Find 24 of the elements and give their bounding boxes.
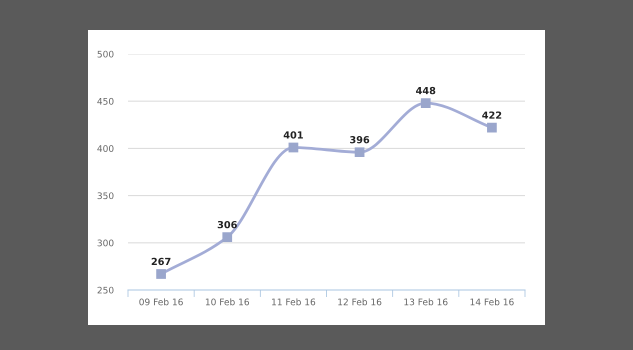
data-label: 401	[284, 131, 303, 139]
point	[156, 269, 166, 279]
data-label: 306	[218, 220, 237, 228]
point	[420, 98, 431, 108]
x-tick-label: 14 Feb 16	[470, 298, 514, 306]
x-tick-label: 09 Feb 16	[139, 298, 183, 306]
x-tick-label: 10 Feb 16	[206, 298, 250, 306]
data-label: 396	[350, 136, 370, 144]
point	[354, 147, 364, 158]
x-tick-label: 12 Feb 16	[338, 298, 382, 306]
y-tick-label: 300	[98, 240, 114, 246]
y-tick-label: 500	[98, 50, 114, 58]
x-tick-label: 13 Feb 16	[404, 298, 448, 306]
y-tick-label: 350	[98, 192, 114, 200]
data-label: 448	[416, 86, 436, 94]
y-tick-label: 450	[97, 98, 114, 105]
y-tick-label: 250	[98, 286, 114, 294]
data-label: 267	[152, 258, 170, 266]
data-label: 422	[482, 111, 502, 119]
x-tick-label: 11 Feb 16	[272, 298, 316, 306]
point	[222, 232, 232, 242]
y-tick-label: 400	[97, 145, 114, 152]
point	[487, 122, 497, 132]
point	[288, 142, 298, 152]
